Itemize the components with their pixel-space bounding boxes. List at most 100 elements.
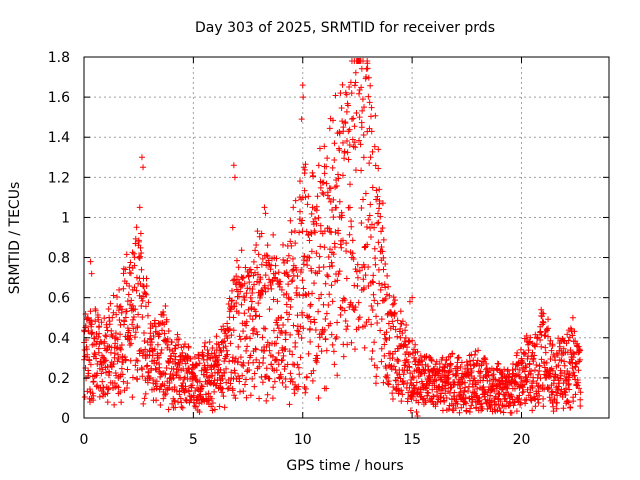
data-point <box>530 378 537 385</box>
data-point <box>298 334 305 341</box>
data-point <box>325 301 332 308</box>
data-point <box>280 352 287 359</box>
data-point <box>285 252 292 259</box>
data-point <box>255 251 262 258</box>
data-point <box>127 357 134 364</box>
data-point <box>254 331 261 338</box>
data-point <box>352 69 359 76</box>
x-tick-labels: 0 5 10 15 20 <box>80 432 531 448</box>
data-point <box>292 240 299 247</box>
data-point <box>373 373 380 380</box>
data-point <box>130 250 137 257</box>
data-point <box>215 341 222 348</box>
data-point <box>237 283 244 290</box>
data-point <box>372 162 379 169</box>
data-point <box>489 372 496 379</box>
data-point <box>368 356 375 363</box>
data-point <box>334 277 341 284</box>
data-point <box>370 279 377 286</box>
data-point <box>465 371 472 378</box>
data-point <box>106 318 113 325</box>
data-point <box>384 272 391 279</box>
data-point <box>565 399 572 406</box>
data-point <box>545 333 552 340</box>
data-point <box>344 149 351 156</box>
data-point <box>333 204 340 211</box>
data-point <box>353 110 360 117</box>
data-point <box>342 318 349 325</box>
data-point <box>377 327 384 334</box>
data-point <box>354 274 361 281</box>
data-point <box>133 224 140 231</box>
data-point <box>319 189 326 196</box>
data-point <box>433 358 440 365</box>
data-point <box>430 393 437 400</box>
data-point <box>105 386 112 393</box>
data-point <box>340 128 347 135</box>
data-point <box>511 399 518 406</box>
data-point <box>225 385 232 392</box>
data-point <box>398 387 405 394</box>
data-point <box>399 391 406 398</box>
data-point <box>147 330 154 337</box>
data-point <box>243 394 250 401</box>
data-point <box>129 321 136 328</box>
data-point <box>344 323 351 330</box>
data-point <box>548 347 555 354</box>
data-point <box>300 164 307 171</box>
data-point <box>273 255 280 262</box>
data-point <box>364 241 371 248</box>
data-point <box>410 346 417 353</box>
data-point <box>294 273 301 280</box>
data-point <box>529 384 536 391</box>
data-point <box>282 376 289 383</box>
data-point <box>356 114 363 121</box>
data-point <box>85 327 92 334</box>
data-point <box>262 288 269 295</box>
data-point <box>382 335 389 342</box>
data-point <box>372 261 379 268</box>
data-point <box>439 383 446 390</box>
x-tick-label: 20 <box>513 432 531 448</box>
data-point <box>389 390 396 397</box>
data-point <box>352 144 359 151</box>
data-point <box>148 339 155 346</box>
data-point <box>295 328 302 335</box>
data-point <box>372 112 379 119</box>
data-point <box>171 384 178 391</box>
data-point <box>243 318 250 325</box>
data-point <box>241 310 248 317</box>
data-point <box>417 352 424 359</box>
data-point <box>423 353 430 360</box>
data-point <box>400 371 407 378</box>
data-point <box>339 81 346 88</box>
data-point <box>141 395 148 402</box>
data-point <box>144 362 151 369</box>
data-point <box>237 288 244 295</box>
data-point <box>561 362 568 369</box>
data-point <box>256 313 263 320</box>
data-point <box>299 277 306 284</box>
data-point <box>317 184 324 191</box>
data-point <box>90 335 97 342</box>
data-point <box>404 367 411 374</box>
data-point <box>373 313 380 320</box>
data-point <box>565 337 572 344</box>
data-point <box>204 346 211 353</box>
data-point <box>139 314 146 321</box>
data-point <box>329 341 336 348</box>
data-point <box>280 291 287 298</box>
data-point <box>240 274 247 281</box>
data-point <box>576 356 583 363</box>
data-point <box>137 244 144 251</box>
data-point <box>309 169 316 176</box>
data-point <box>365 93 372 100</box>
data-point <box>553 405 560 412</box>
data-point <box>219 375 226 382</box>
x-tick-label: 10 <box>294 432 312 448</box>
data-point <box>159 327 166 334</box>
data-point <box>374 300 381 307</box>
data-point <box>297 178 304 185</box>
data-point <box>321 244 328 251</box>
data-point <box>389 301 396 308</box>
